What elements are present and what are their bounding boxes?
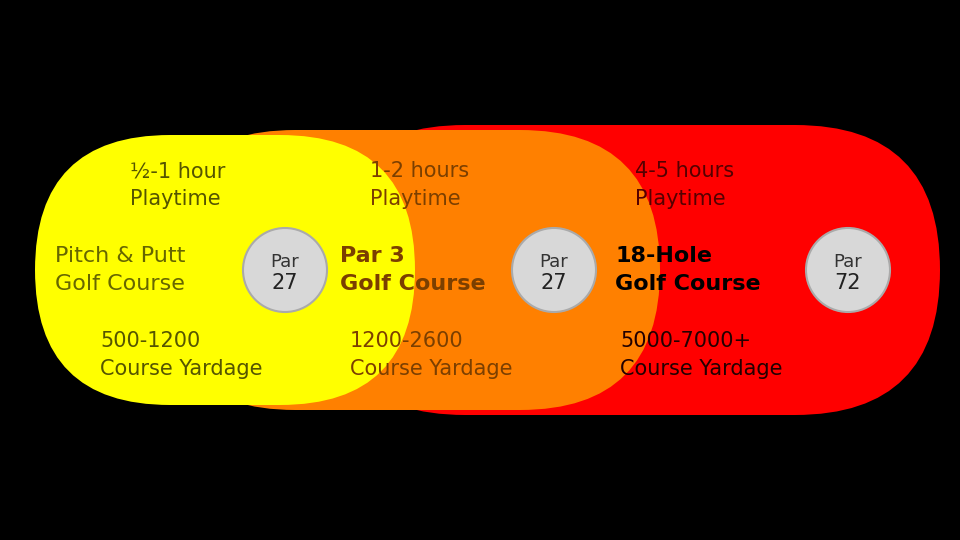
- Text: 5000-7000+
Course Yardage: 5000-7000+ Course Yardage: [620, 331, 782, 379]
- Text: 1-2 hours
Playtime: 1-2 hours Playtime: [370, 161, 469, 209]
- Text: 1200-2600
Course Yardage: 1200-2600 Course Yardage: [350, 331, 513, 379]
- Text: 27: 27: [540, 273, 567, 293]
- Text: Par: Par: [833, 253, 862, 271]
- Text: ½-1 hour
Playtime: ½-1 hour Playtime: [130, 161, 226, 209]
- Text: 27: 27: [272, 273, 299, 293]
- Text: Par: Par: [271, 253, 300, 271]
- Text: 4-5 hours
Playtime: 4-5 hours Playtime: [635, 161, 734, 209]
- Text: 500-1200
Course Yardage: 500-1200 Course Yardage: [100, 331, 262, 379]
- Circle shape: [806, 228, 890, 312]
- Circle shape: [512, 228, 596, 312]
- FancyBboxPatch shape: [155, 130, 660, 410]
- FancyBboxPatch shape: [35, 135, 415, 405]
- Text: Par: Par: [540, 253, 568, 271]
- Text: 18-Hole
Golf Course: 18-Hole Golf Course: [615, 246, 760, 294]
- Text: Pitch & Putt
Golf Course: Pitch & Putt Golf Course: [55, 246, 185, 294]
- Text: Par 3
Golf Course: Par 3 Golf Course: [340, 246, 486, 294]
- Text: 72: 72: [835, 273, 861, 293]
- FancyBboxPatch shape: [320, 125, 940, 415]
- Circle shape: [243, 228, 327, 312]
